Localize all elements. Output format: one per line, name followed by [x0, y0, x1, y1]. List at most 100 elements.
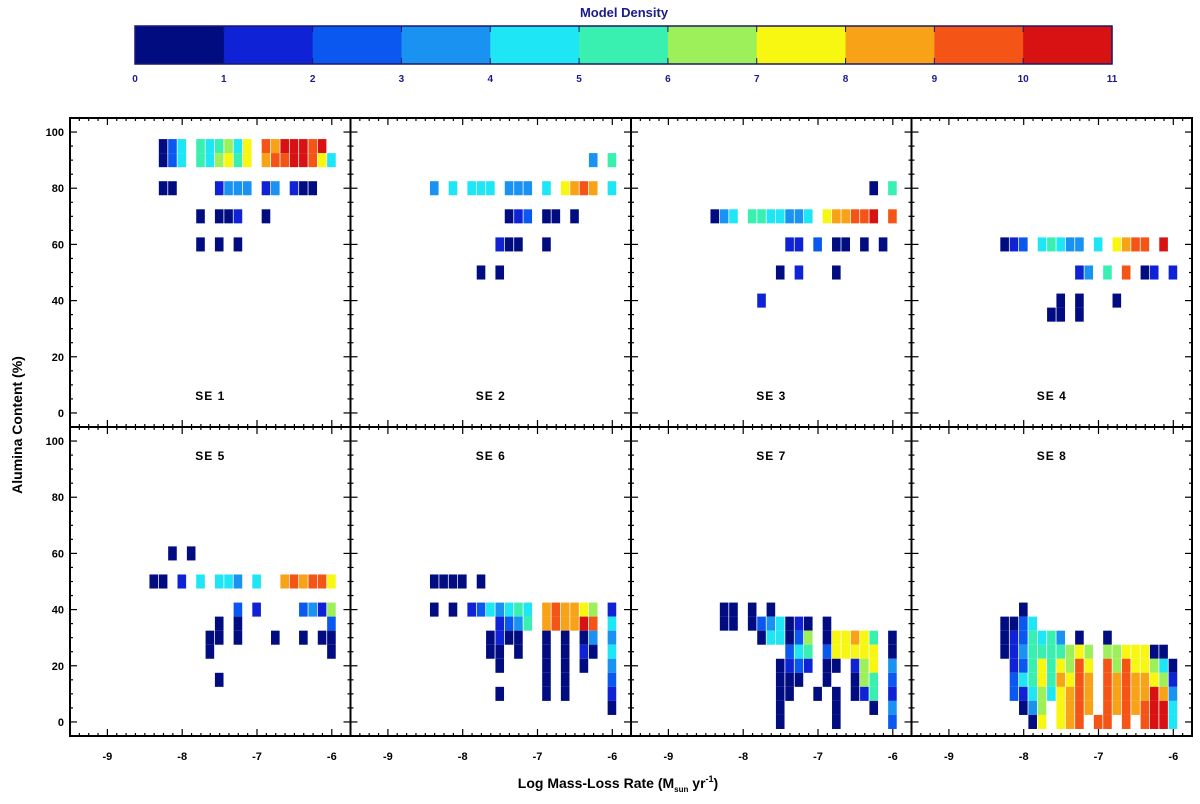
colorbar-tick-label: 3 — [399, 74, 405, 85]
density-cell — [822, 209, 832, 224]
colorbar-swatch — [1023, 26, 1113, 64]
density-cell — [850, 630, 860, 645]
density-cell — [1019, 602, 1028, 617]
density-cell — [1028, 658, 1037, 673]
density-cell — [607, 672, 617, 687]
density-cell — [317, 139, 327, 154]
density-cell — [495, 237, 505, 252]
density-cell — [252, 574, 261, 589]
density-cell — [1037, 700, 1047, 715]
x-tick-label: -8 — [738, 751, 748, 763]
density-cell — [1121, 658, 1131, 673]
panel-3: SE 3 — [630, 117, 913, 428]
colorbar-tick-label: 2 — [310, 74, 316, 85]
colorbar-swatch — [845, 26, 935, 64]
colorbar-swatches — [135, 26, 1113, 64]
density-cell — [504, 237, 514, 252]
density-cell — [149, 574, 159, 589]
density-cell — [214, 672, 224, 687]
density-cell — [803, 630, 813, 645]
density-cell — [1159, 237, 1168, 252]
density-cell — [1121, 686, 1131, 701]
panel-cells — [719, 602, 897, 729]
density-cell — [747, 616, 757, 631]
density-cell — [579, 181, 589, 196]
density-cell — [1037, 630, 1047, 645]
y-tick-label: 80 — [52, 183, 64, 195]
density-cell — [1037, 658, 1047, 673]
density-cell — [1140, 265, 1150, 280]
density-cell — [1047, 644, 1056, 659]
density-cell — [177, 153, 187, 168]
density-cell — [869, 700, 879, 715]
density-cell — [822, 658, 832, 673]
density-cell — [214, 209, 224, 224]
density-cell — [261, 139, 271, 154]
density-cell — [1121, 644, 1131, 659]
x-tick-label: -6 — [327, 751, 337, 763]
density-cell — [486, 602, 495, 617]
density-cell — [1056, 686, 1066, 701]
panel-7: SE 7 -9 -8 -7 -6 — [630, 426, 913, 763]
density-cell — [1121, 237, 1131, 252]
density-cell — [1047, 630, 1056, 645]
density-cell — [495, 686, 505, 701]
density-cell — [196, 574, 205, 589]
density-cell — [607, 700, 617, 715]
density-cell — [299, 630, 308, 645]
density-cell — [560, 602, 570, 617]
density-cell — [1149, 658, 1159, 673]
density-cell — [822, 616, 832, 631]
y-tick-label: 20 — [52, 661, 64, 673]
density-cell — [560, 616, 570, 631]
x-tick-label: -6 — [888, 751, 898, 763]
density-cell — [822, 644, 832, 659]
density-cell — [327, 574, 336, 589]
density-cell — [1019, 237, 1028, 252]
density-cell — [1159, 658, 1168, 673]
density-cell — [766, 630, 776, 645]
density-cell — [1019, 700, 1028, 715]
colorbar-swatch — [312, 26, 403, 64]
density-cell — [214, 630, 224, 645]
density-cell — [1056, 307, 1066, 322]
density-cell — [607, 153, 617, 168]
density-cell — [242, 181, 252, 196]
density-cell — [476, 574, 486, 589]
density-cell — [869, 658, 879, 673]
panel-label: SE 4 — [1037, 389, 1067, 403]
panel-cells — [429, 574, 617, 715]
density-cell — [841, 644, 850, 659]
density-cell — [747, 602, 757, 617]
density-cell — [504, 602, 514, 617]
density-cell — [1000, 237, 1009, 252]
colorbar-swatch — [579, 26, 669, 64]
density-cell — [542, 658, 551, 673]
density-cell — [1009, 237, 1019, 252]
density-cell — [570, 209, 579, 224]
density-cell — [588, 602, 598, 617]
density-cell — [794, 658, 804, 673]
density-cell — [224, 153, 233, 168]
y-tick-label: 0 — [58, 717, 64, 729]
y-tick-label: 40 — [52, 296, 64, 308]
density-cell — [186, 546, 196, 561]
density-cell — [888, 658, 897, 673]
density-cell — [299, 602, 308, 617]
panel-frame — [69, 426, 352, 737]
density-cell — [429, 574, 439, 589]
density-cell — [308, 574, 318, 589]
panel-frame — [630, 117, 913, 428]
x-axis-title: Log Mass-Loss Rate (Msun yr-1) — [518, 774, 718, 794]
density-cell — [542, 686, 551, 701]
density-cell — [1149, 672, 1159, 687]
density-cell — [168, 139, 177, 154]
density-cell — [860, 630, 869, 645]
density-cell — [1112, 644, 1122, 659]
density-cell — [1019, 644, 1028, 659]
density-cell — [514, 630, 523, 645]
density-cell — [1056, 700, 1066, 715]
density-cell — [542, 644, 551, 659]
density-cell — [1112, 700, 1122, 715]
density-cell — [1093, 714, 1103, 729]
